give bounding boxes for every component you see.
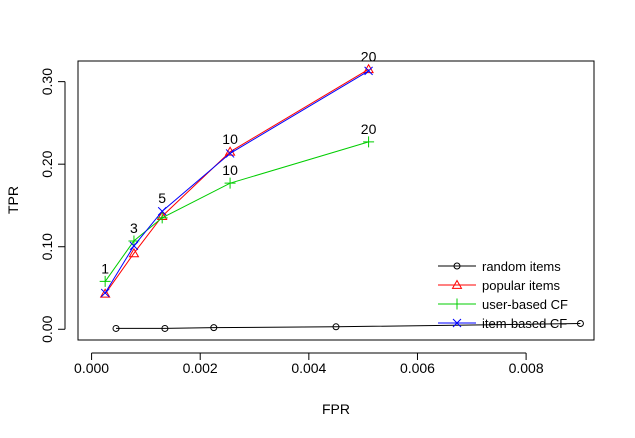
legend-item: user-based CF (438, 297, 568, 312)
data-point (363, 136, 375, 148)
legend-label: user-based CF (482, 297, 568, 312)
legend-item: random items (438, 259, 561, 274)
data-point (161, 324, 169, 332)
data-point (112, 324, 120, 332)
point-label: 1 (101, 260, 109, 276)
data-point (99, 275, 111, 287)
legend-marker (451, 298, 463, 310)
legend-item: item-based CF (438, 316, 567, 331)
data-point (224, 177, 236, 189)
data-point (129, 241, 139, 251)
series-layer (99, 63, 584, 332)
legend: random items popular items user-based CF it… (438, 259, 568, 331)
legend-marker (451, 279, 463, 289)
y-tick-label: 0.20 (39, 150, 55, 177)
x-tick-label: 0.008 (509, 360, 544, 376)
y-tick-label: 0.30 (39, 68, 55, 95)
y-axis: 0.00 0.10 0.20 0.30 (39, 68, 66, 343)
y-tick-label: 0.00 (39, 315, 55, 342)
point-labels: 1 3 5 10 20 10 20 (101, 48, 376, 276)
data-point (332, 323, 340, 331)
x-tick-label: 0.004 (291, 360, 326, 376)
data-point (157, 206, 167, 216)
legend-label: random items (482, 259, 561, 274)
x-axis: 0.000 0.002 0.004 0.006 0.008 (74, 352, 544, 376)
legend-item: popular items (438, 278, 561, 293)
x-axis-label: FPR (322, 401, 350, 417)
series-item-based-cf (100, 66, 373, 298)
x-tick-label: 0.002 (183, 360, 218, 376)
point-label: 3 (130, 220, 138, 236)
data-point (225, 149, 235, 158)
point-label: 10 (222, 131, 238, 147)
series-random-items (112, 319, 584, 332)
x-tick-label: 0.006 (400, 360, 435, 376)
data-point (210, 324, 218, 332)
data-point (100, 288, 110, 298)
data-point (128, 247, 140, 258)
legend-label: item-based CF (482, 316, 567, 331)
point-label: 5 (158, 190, 166, 206)
x-tick-label: 0.000 (74, 360, 109, 376)
data-point (156, 212, 168, 224)
series-line (116, 323, 581, 329)
series-user-based-cf (99, 136, 375, 287)
legend-marker (452, 318, 462, 328)
data-point (99, 288, 111, 298)
point-label: 20 (361, 121, 377, 137)
y-tick-label: 0.10 (39, 233, 55, 260)
plot-frame (77, 60, 595, 341)
data-point (576, 319, 584, 327)
point-label: 20 (361, 48, 377, 64)
legend-marker (453, 262, 461, 270)
legend-label: popular items (482, 278, 561, 293)
data-point (364, 66, 373, 76)
series-line (104, 70, 369, 294)
y-axis-label: TPR (5, 186, 21, 214)
point-label: 10 (222, 162, 238, 178)
